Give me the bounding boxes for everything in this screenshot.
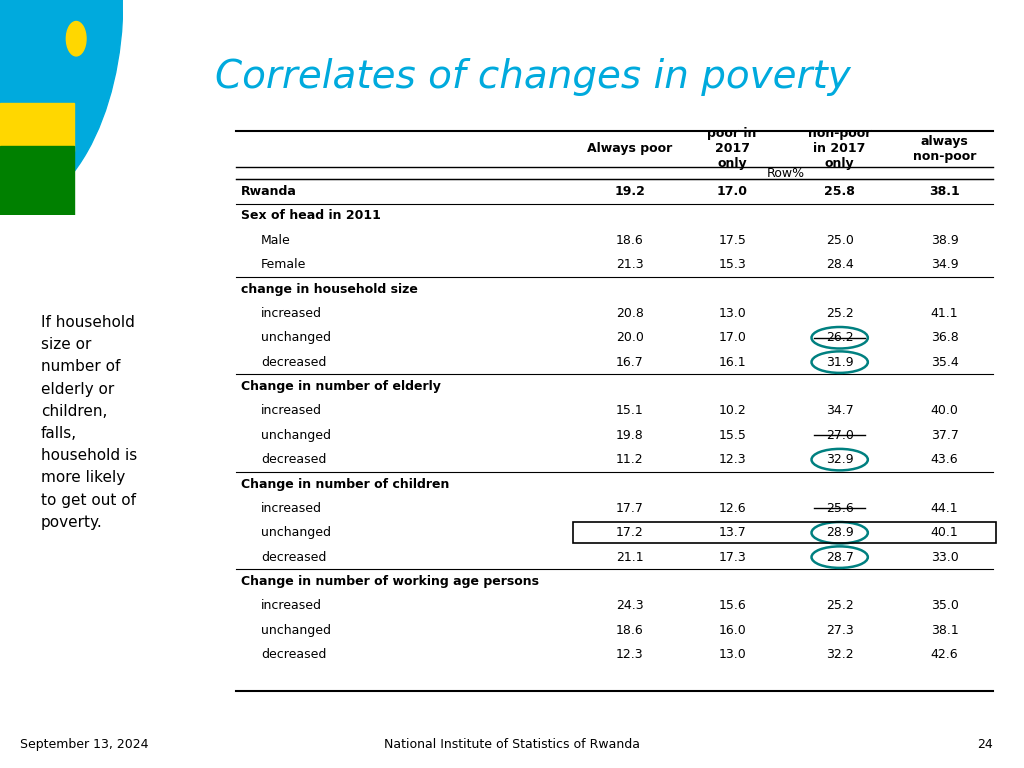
Text: unchanged: unchanged	[261, 526, 331, 539]
Text: 15.6: 15.6	[718, 599, 746, 612]
Text: 13.7: 13.7	[718, 526, 746, 539]
Text: Always poor: Always poor	[587, 142, 673, 155]
Text: Change in number of working age persons: Change in number of working age persons	[241, 575, 539, 588]
Text: 20.8: 20.8	[615, 307, 644, 320]
Text: 24: 24	[978, 739, 993, 751]
Text: 16.0: 16.0	[718, 624, 746, 637]
Text: 12.6: 12.6	[719, 502, 745, 515]
Text: 15.3: 15.3	[718, 258, 746, 271]
Text: 38.1: 38.1	[929, 185, 961, 198]
Text: Male: Male	[261, 233, 291, 247]
Text: Change in number of children: Change in number of children	[241, 478, 449, 491]
Text: 25.8: 25.8	[824, 185, 855, 198]
Text: 15.5: 15.5	[718, 429, 746, 442]
Text: non-poor
in 2017
only: non-poor in 2017 only	[808, 127, 871, 170]
Text: Change in number of elderly: Change in number of elderly	[241, 380, 440, 393]
Text: change in household size: change in household size	[241, 283, 418, 296]
Wedge shape	[0, 0, 123, 215]
Text: increased: increased	[261, 307, 323, 320]
Text: 38.1: 38.1	[931, 624, 958, 637]
Text: always
non-poor: always non-poor	[913, 135, 976, 163]
Text: 34.7: 34.7	[825, 405, 854, 417]
Text: unchanged: unchanged	[261, 331, 331, 344]
Text: decreased: decreased	[261, 648, 327, 661]
Text: 25.0: 25.0	[825, 233, 854, 247]
Text: 37.7: 37.7	[931, 429, 958, 442]
Text: 12.3: 12.3	[719, 453, 745, 466]
Text: 25.6: 25.6	[825, 502, 854, 515]
Text: 38.9: 38.9	[931, 233, 958, 247]
Text: 13.0: 13.0	[718, 307, 746, 320]
Text: 21.1: 21.1	[616, 551, 643, 564]
Text: increased: increased	[261, 405, 323, 417]
Text: If household
size or
number of
elderly or
children,
falls,
household is
more lik: If household size or number of elderly o…	[41, 315, 137, 530]
Text: September 13, 2024: September 13, 2024	[20, 739, 148, 751]
Text: 25.2: 25.2	[825, 599, 854, 612]
Text: 28.4: 28.4	[825, 258, 854, 271]
Text: 43.6: 43.6	[931, 453, 958, 466]
Text: 17.5: 17.5	[718, 233, 746, 247]
Text: 28.9: 28.9	[825, 526, 854, 539]
Text: 26.2: 26.2	[826, 331, 853, 344]
Text: 17.7: 17.7	[615, 502, 644, 515]
Text: 40.1: 40.1	[931, 526, 958, 539]
Text: 10.2: 10.2	[718, 405, 746, 417]
Text: 41.1: 41.1	[931, 307, 958, 320]
Text: 19.8: 19.8	[615, 429, 644, 442]
Text: decreased: decreased	[261, 453, 327, 466]
Text: 32.2: 32.2	[826, 648, 853, 661]
Text: 28.7: 28.7	[825, 551, 854, 564]
Text: National Institute of Statistics of Rwanda: National Institute of Statistics of Rwan…	[384, 739, 640, 751]
Text: Sex of head in 2011: Sex of head in 2011	[241, 210, 381, 223]
Text: 18.6: 18.6	[615, 233, 644, 247]
Text: 12.3: 12.3	[616, 648, 643, 661]
Text: unchanged: unchanged	[261, 429, 331, 442]
Text: 17.0: 17.0	[717, 185, 748, 198]
Text: 17.3: 17.3	[718, 551, 746, 564]
Text: 15.1: 15.1	[615, 405, 644, 417]
Text: decreased: decreased	[261, 551, 327, 564]
Text: 24.3: 24.3	[616, 599, 643, 612]
Text: 34.9: 34.9	[931, 258, 958, 271]
Text: Correlates of changes in poverty: Correlates of changes in poverty	[215, 58, 850, 96]
Text: 36.8: 36.8	[931, 331, 958, 344]
Text: 32.9: 32.9	[826, 453, 853, 466]
Text: 21.3: 21.3	[616, 258, 643, 271]
Bar	[0, 146, 74, 215]
Text: decreased: decreased	[261, 356, 327, 369]
Text: 27.0: 27.0	[825, 429, 854, 442]
Text: 16.7: 16.7	[615, 356, 644, 369]
Text: 20.0: 20.0	[615, 331, 644, 344]
Text: 11.2: 11.2	[616, 453, 643, 466]
Text: 16.1: 16.1	[719, 356, 745, 369]
Text: 13.0: 13.0	[718, 648, 746, 661]
Text: 27.3: 27.3	[825, 624, 854, 637]
Text: 42.6: 42.6	[931, 648, 958, 661]
Text: 19.2: 19.2	[614, 185, 645, 198]
Text: Female: Female	[261, 258, 306, 271]
Text: Row%: Row%	[767, 167, 805, 180]
Text: 31.9: 31.9	[826, 356, 853, 369]
Text: 17.0: 17.0	[718, 331, 746, 344]
Text: 44.1: 44.1	[931, 502, 958, 515]
Text: Rwanda: Rwanda	[241, 185, 297, 198]
Text: 35.0: 35.0	[931, 599, 958, 612]
Text: poor in
2017
only: poor in 2017 only	[708, 127, 757, 170]
Bar	[0, 103, 74, 151]
Text: unchanged: unchanged	[261, 624, 331, 637]
Text: 40.0: 40.0	[931, 405, 958, 417]
Text: 17.2: 17.2	[615, 526, 644, 539]
Text: 18.6: 18.6	[615, 624, 644, 637]
Text: 35.4: 35.4	[931, 356, 958, 369]
Text: increased: increased	[261, 599, 323, 612]
Text: 25.2: 25.2	[825, 307, 854, 320]
Text: increased: increased	[261, 502, 323, 515]
Circle shape	[67, 22, 86, 56]
Text: 33.0: 33.0	[931, 551, 958, 564]
